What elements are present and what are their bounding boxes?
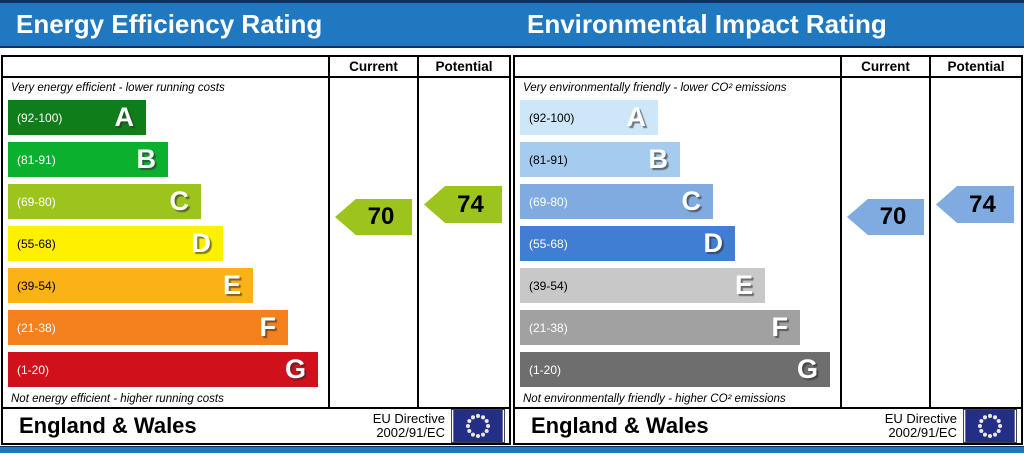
band-range: (81-91) <box>17 152 56 167</box>
band-e: (39-54) E <box>520 268 765 303</box>
band-e: (39-54) E <box>8 268 253 303</box>
energy-rating-title: Energy Efficiency Rating <box>16 9 323 39</box>
scale-header-spacer <box>515 57 840 76</box>
band-range: (69-80) <box>529 194 568 209</box>
band-range: (21-38) <box>17 320 56 335</box>
energy-potential-cell: 74 <box>417 78 509 407</box>
eu-directive-line1: EU Directive <box>884 410 957 426</box>
environmental-current-cell: 70 <box>840 78 929 407</box>
band-letter: D <box>191 228 212 258</box>
current-rating-arrow: 70 <box>335 199 412 235</box>
band-letter: B <box>136 144 157 174</box>
band-range: (39-54) <box>529 278 568 293</box>
energy-rating-scale: Very energy efficient - lower running co… <box>3 78 328 407</box>
current-column-header: Current <box>840 57 929 76</box>
band-a: (92-100) A <box>520 100 658 135</box>
band-range: (92-100) <box>529 110 575 125</box>
band-c: (69-80) C <box>520 184 713 219</box>
eu-directive-line2: 2002/91/EC <box>376 425 445 440</box>
band-g: (1-20) G <box>520 352 830 387</box>
potential-rating-arrow: 74 <box>936 186 1014 223</box>
top-note: Very energy efficient - lower running co… <box>11 82 225 94</box>
band-range: (92-100) <box>17 110 63 125</box>
eu-directive-label: EU Directive 2002/91/EC <box>884 410 957 441</box>
potential-column-header: Potential <box>417 57 509 76</box>
band-letter: C <box>169 186 190 216</box>
current-rating-value: 70 <box>367 203 395 230</box>
band-range: (1-20) <box>529 362 562 377</box>
band-letter: G <box>284 354 306 384</box>
environmental-chart-body: Very environmentally friendly - lower CO… <box>515 78 1021 409</box>
band-d: (55-68) D <box>8 226 223 261</box>
band-f: (21-38) F <box>520 310 800 345</box>
band-a: (92-100) A <box>8 100 146 135</box>
energy-panel: Current Potential Very energy efficient … <box>0 55 512 445</box>
region-label: England & Wales <box>531 413 709 438</box>
band-range: (21-38) <box>529 320 568 335</box>
energy-column-headers: Current Potential <box>3 57 509 78</box>
band-letter: G <box>796 354 818 384</box>
potential-rating-value: 74 <box>969 190 996 218</box>
band-letter: C <box>681 186 702 216</box>
potential-rating-value: 74 <box>457 190 484 218</box>
environmental-rating-title: Environmental Impact Rating <box>527 9 887 39</box>
environmental-panel: Current Potential Very environmentally f… <box>512 55 1024 445</box>
header-bar: Energy Efficiency Rating Environmental I… <box>0 0 1024 48</box>
current-rating-value: 70 <box>879 203 907 230</box>
energy-rating-table: Current Potential Very energy efficient … <box>1 55 511 445</box>
band-letter: B <box>648 144 669 174</box>
bottom-note: Not environmentally friendly - higher CO… <box>523 393 786 405</box>
band-range: (39-54) <box>17 278 56 293</box>
environmental-rating-scale: Very environmentally friendly - lower CO… <box>515 78 840 407</box>
current-column-header: Current <box>328 57 417 76</box>
band-letter: A <box>626 102 647 132</box>
environmental-potential-cell: 74 <box>929 78 1021 407</box>
region-label: England & Wales <box>19 413 197 438</box>
band-letter: E <box>734 270 753 300</box>
band-b: (81-91) B <box>520 142 680 177</box>
eu-directive-line2: 2002/91/EC <box>888 425 957 440</box>
top-note: Very environmentally friendly - lower CO… <box>523 82 787 94</box>
eu-directive-line1: EU Directive <box>372 410 445 426</box>
eu-flag-icon <box>963 409 1017 443</box>
band-range: (81-91) <box>529 152 568 167</box>
band-f: (21-38) F <box>8 310 288 345</box>
band-d: (55-68) D <box>520 226 735 261</box>
rating-panels: Current Potential Very energy efficient … <box>0 55 1024 445</box>
energy-footer: England & Wales EU Directive 2002/91/EC <box>3 409 509 443</box>
band-range: (55-68) <box>17 236 56 251</box>
bottom-note: Not energy efficient - higher running co… <box>11 393 224 405</box>
environmental-rating-table: Current Potential Very environmentally f… <box>513 55 1023 445</box>
band-range: (69-80) <box>17 194 56 209</box>
current-rating-arrow: 70 <box>847 199 924 235</box>
eu-directive-label: EU Directive 2002/91/EC <box>372 410 445 441</box>
scale-header-spacer <box>3 57 328 76</box>
potential-rating-arrow: 74 <box>424 186 502 223</box>
band-c: (69-80) C <box>8 184 201 219</box>
band-letter: F <box>771 312 789 342</box>
energy-current-cell: 70 <box>328 78 417 407</box>
eu-flag-icon <box>451 409 505 443</box>
energy-chart-body: Very energy efficient - lower running co… <box>3 78 509 409</box>
environmental-column-headers: Current Potential <box>515 57 1021 78</box>
band-letter: A <box>114 102 135 132</box>
band-range: (55-68) <box>529 236 568 251</box>
band-g: (1-20) G <box>8 352 318 387</box>
bottom-border-strip <box>0 446 1024 453</box>
potential-column-header: Potential <box>929 57 1021 76</box>
band-letter: E <box>222 270 241 300</box>
environmental-footer: England & Wales EU Directive 2002/91/EC <box>515 409 1021 443</box>
band-letter: D <box>703 228 724 258</box>
band-range: (1-20) <box>17 362 50 377</box>
band-b: (81-91) B <box>8 142 168 177</box>
band-letter: F <box>259 312 277 342</box>
